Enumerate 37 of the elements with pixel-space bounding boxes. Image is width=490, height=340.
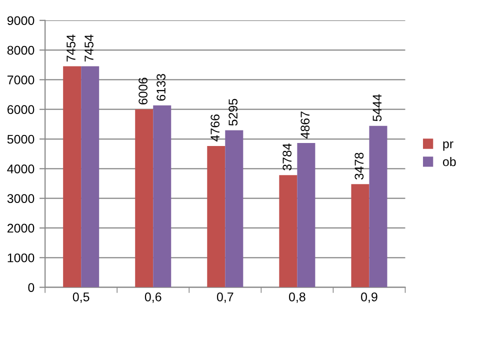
y-tick-label: 7000 [8, 76, 34, 84]
data-label: 7454 [84, 34, 94, 62]
x-tick-label: 0,9 [361, 292, 378, 303]
bar [135, 109, 154, 288]
y-tick-label: 2000 [7, 224, 34, 233]
data-label: 6133 [156, 74, 166, 101]
legend-label: pr [443, 141, 454, 151]
bar [369, 126, 388, 288]
data-label: 6006 [138, 78, 148, 104]
y-tick-label: 5000 [7, 134, 34, 144]
x-tick-label: 0,7 [216, 292, 234, 303]
data-label: 3478 [354, 152, 364, 180]
bar [81, 66, 100, 288]
bar [279, 175, 298, 288]
y-tick-label: 3000 [7, 194, 34, 203]
bar [225, 130, 244, 288]
bar [153, 105, 172, 288]
x-tick-label: 0,6 [144, 292, 162, 303]
data-label: 5295 [228, 98, 238, 126]
y-tick-label: 6000 [7, 105, 34, 114]
legend-label: ob [442, 156, 456, 166]
y-tick-label: 0 [28, 283, 34, 292]
data-label: 7454 [66, 34, 76, 62]
bar [63, 66, 82, 288]
data-label: 3784 [282, 143, 292, 170]
y-tick-label: 9000 [7, 16, 34, 26]
y-tick-label: 4000 [7, 164, 34, 174]
data-label: 4867 [300, 112, 310, 139]
data-label: 5444 [372, 94, 382, 122]
x-tick-label: 0,8 [288, 292, 306, 303]
bar [351, 184, 370, 288]
y-tick-label: 1000 [8, 253, 34, 262]
data-label: 4766 [210, 114, 220, 142]
bar [207, 146, 226, 288]
x-tick-label: 0,5 [72, 292, 90, 303]
y-tick-label: 8000 [7, 46, 34, 55]
bar [297, 142, 316, 288]
